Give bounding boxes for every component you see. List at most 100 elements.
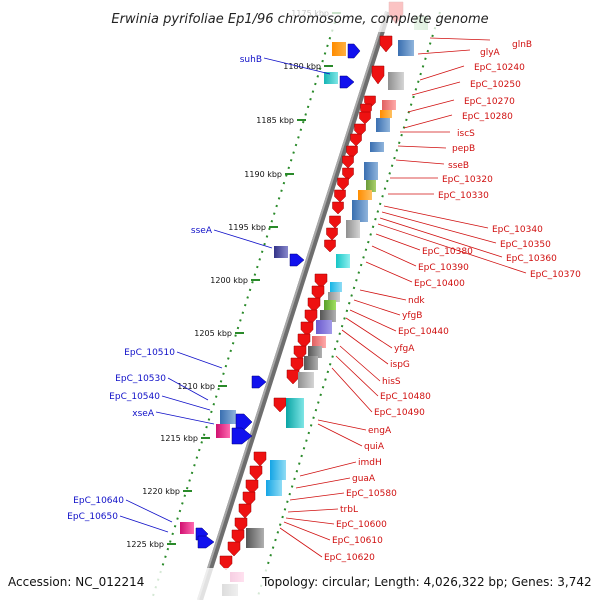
left-leader-line xyxy=(167,377,209,401)
right-leader-line xyxy=(299,461,357,477)
gene-label-right: EpC_10240 xyxy=(474,63,525,73)
gene-label-right: glnB xyxy=(512,40,532,50)
forward-gene-arrow xyxy=(354,123,366,137)
forward-gene-arrow xyxy=(334,189,346,203)
gene-label-right: EpC_10600 xyxy=(336,520,387,530)
gene-feature-box xyxy=(336,254,350,268)
gene-label-right: EpC_10580 xyxy=(346,489,397,499)
right-leader-line xyxy=(419,65,465,81)
gene-label-right: EpC_10480 xyxy=(380,392,431,402)
forward-gene-arrow xyxy=(337,177,349,191)
forward-gene-arrow xyxy=(249,465,263,481)
gene-feature-box xyxy=(270,460,286,480)
gene-label-right: ispG xyxy=(390,360,410,370)
forward-gene-arrow xyxy=(242,491,256,507)
gene-feature-box xyxy=(246,528,264,548)
reverse-gene-arrow xyxy=(197,535,215,549)
gene-feature-box xyxy=(370,142,384,152)
scale-tick-label: 1190 kbp xyxy=(244,170,282,179)
left-leader-line xyxy=(176,351,223,369)
gene-label-right: glyA xyxy=(480,48,501,58)
gene-label-left: EpC_10650 xyxy=(67,512,118,522)
scale-tick-label: 1195 kbp xyxy=(228,223,266,232)
gene-label-right: EpC_10490 xyxy=(374,408,425,418)
left-leader-line xyxy=(125,499,173,523)
gene-label-right: EpC_10340 xyxy=(492,225,543,235)
forward-gene-arrow xyxy=(227,541,241,557)
right-leader-line xyxy=(317,419,367,431)
scale-tick-label: 1180 kbp xyxy=(283,62,321,71)
right-leader-line xyxy=(411,81,461,96)
gene-feature-box xyxy=(324,300,336,310)
gene-label-right: hisS xyxy=(382,377,401,387)
gene-label-right: EpC_10270 xyxy=(464,97,515,107)
gene-feature-box xyxy=(298,372,314,388)
gene-label-right: EpC_10330 xyxy=(438,191,489,201)
gene-label-right: EpC_10370 xyxy=(530,270,581,280)
gene-label-left: xseA xyxy=(132,409,155,419)
left-leader-line xyxy=(161,395,211,411)
right-leader-line xyxy=(371,245,417,267)
scale-tick-label: 1210 kbp xyxy=(177,382,215,391)
right-leader-line xyxy=(381,211,497,244)
reverse-gene-arrow xyxy=(235,413,253,431)
right-leader-line xyxy=(279,527,323,558)
gene-feature-box xyxy=(376,118,390,132)
forward-gene-arrow xyxy=(290,357,304,373)
gene-feature-box xyxy=(316,320,332,334)
right-leader-line xyxy=(285,517,335,525)
right-leader-line xyxy=(397,145,447,149)
scale-tick-label: 1185 kbp xyxy=(256,116,294,125)
gene-label-left: EpC_10540 xyxy=(109,392,160,402)
gene-feature-box xyxy=(274,246,288,258)
left-leader-line xyxy=(119,515,169,533)
forward-gene-arrow xyxy=(293,345,307,361)
gene-label-right: ndk xyxy=(408,296,425,306)
forward-gene-arrow xyxy=(219,555,233,571)
right-leader-line xyxy=(395,159,445,165)
right-leader-line xyxy=(379,217,503,258)
gene-feature-box xyxy=(346,220,360,238)
map-title: Erwinia pyrifoliae Ep1/96 chromosome, co… xyxy=(111,12,488,27)
gene-label-right: EpC_10350 xyxy=(500,240,551,250)
gene-label-right: EpC_10610 xyxy=(332,536,383,546)
gene-feature-box xyxy=(216,424,230,438)
gene-label-left: EpC_10510 xyxy=(124,348,175,358)
forward-gene-arrow xyxy=(297,333,311,349)
forward-gene-arrow xyxy=(371,65,385,85)
reverse-gene-arrow xyxy=(347,43,361,59)
right-leader-line xyxy=(287,508,339,513)
gene-label-right: guaA xyxy=(352,474,376,484)
gene-feature-box xyxy=(320,310,336,322)
gene-feature-box xyxy=(382,100,396,110)
right-leader-line xyxy=(341,329,389,365)
gene-labels-left: suhB sseA EpC_10510 EpC_10530 EpC_10540 xseA E… xyxy=(67,55,262,522)
gene-labels-right: glnB glyA EpC_10240 EpC_10250 EpC_10270 EpC_1… xyxy=(324,40,581,563)
forward-gene-arrow xyxy=(379,35,393,53)
leader-lines xyxy=(119,37,527,558)
forward-gene-arrow xyxy=(234,517,248,533)
forward-gene-arrow xyxy=(300,321,314,337)
forward-gene-arrow xyxy=(314,273,328,289)
right-leader-line xyxy=(353,299,401,316)
gene-feature-box xyxy=(220,410,236,424)
left-leader-line xyxy=(263,57,331,75)
forward-gene-arrow xyxy=(324,239,336,253)
scale-tick-label: 1205 kbp xyxy=(194,329,232,338)
forward-gene-arrow xyxy=(332,201,344,215)
right-leader-line xyxy=(331,367,373,413)
reverse-gene-arrow xyxy=(289,253,305,267)
right-leader-line xyxy=(317,423,363,447)
gene-label-right: quiA xyxy=(364,442,385,452)
forward-gene-arrow xyxy=(350,133,362,147)
forward-gene-arrow xyxy=(253,451,267,467)
forward-gene-arrow xyxy=(231,529,245,545)
gene-feature-box xyxy=(312,336,326,348)
right-leader-line xyxy=(377,223,527,274)
forward-gene-arrow xyxy=(329,215,341,229)
reverse-gene-arrow xyxy=(231,427,253,445)
forward-gene-arrow xyxy=(342,167,354,181)
right-leader-line xyxy=(335,355,379,397)
right-leader-line xyxy=(289,492,345,501)
right-leader-line xyxy=(417,49,471,55)
